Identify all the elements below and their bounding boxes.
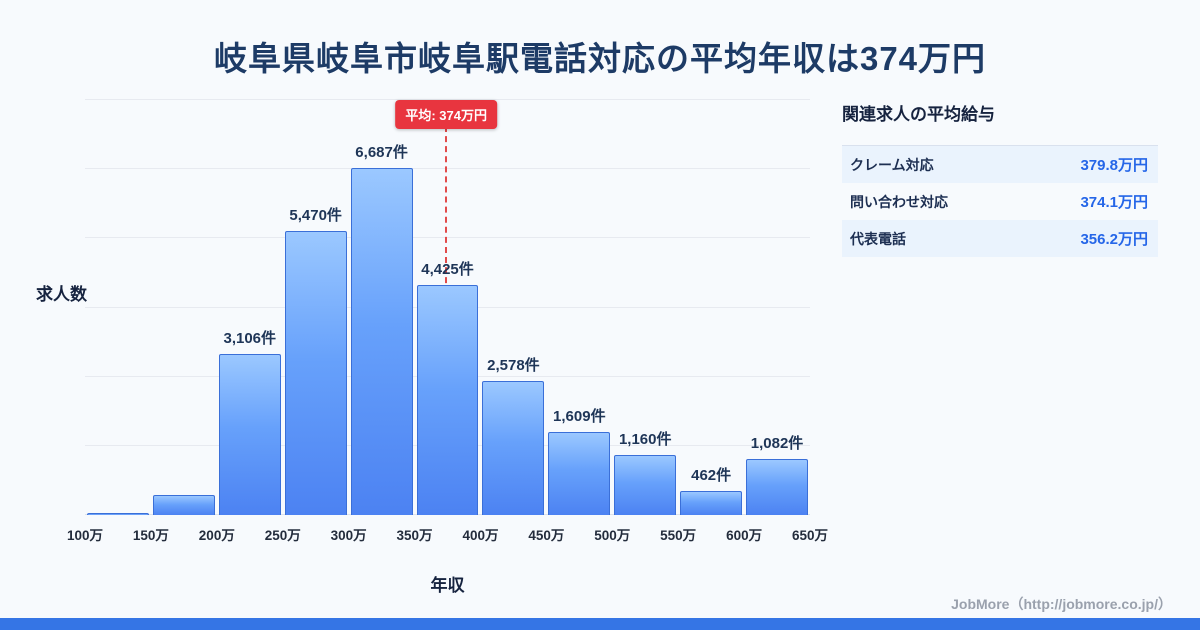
x-tick-label: 600万 [726, 528, 763, 543]
x-tick-label: 100万 [66, 528, 104, 543]
x-axis-ticks: 100万 150万 200万 250万 300万 350万 400万 450万 500万 550万… [67, 524, 828, 544]
attribution-text: JobMore（http://jobmore.co.jp/） [951, 596, 1172, 612]
bar-value-label: 1,082件 [750, 434, 804, 452]
histogram-bar [350, 168, 413, 515]
histogram-bar [284, 231, 347, 515]
x-tick-label: 650万 [791, 528, 829, 543]
bar-value-label: 1,609件 [553, 407, 606, 425]
x-tick-label: 350万 [396, 528, 433, 543]
x-tick-label: 550万 [660, 528, 697, 543]
panel-heading: 関連求人の平均給与 [842, 105, 995, 124]
panel-rows: クレーム対応 379.8万円問い合わせ対応 374.1万円代表電話 356.2万円 [842, 145, 1158, 257]
average-badge: 平均: 374万円 [395, 100, 497, 129]
x-tick-label: 400万 [462, 528, 499, 543]
grid-line [85, 168, 810, 170]
x-tick-label: 150万 [132, 528, 169, 543]
x-axis-label: 年収 [430, 576, 465, 595]
bar-value-label: 2,578件 [487, 357, 540, 375]
bar-value-label: 6,687件 [355, 144, 408, 162]
related-job-row: 代表電話 356.2万円 [842, 220, 1158, 257]
x-tick-label: 300万 [330, 528, 367, 543]
x-tick-label: 500万 [594, 528, 631, 543]
grid-line [85, 237, 810, 239]
bar-value-label: 4,425件 [421, 261, 474, 279]
x-tick-label: 250万 [264, 528, 301, 543]
histogram-bar [614, 454, 677, 515]
footer-strip [0, 618, 1200, 630]
histogram-bar [548, 431, 611, 515]
page-title: 岐阜県岐阜市岐阜駅電話対応の平均年収は374万円 [213, 40, 987, 77]
bar-value-label: 1,160件 [618, 430, 672, 448]
job-title: クレーム対応 [850, 156, 934, 173]
job-average-salary: 374.1万円 [1080, 194, 1148, 211]
grid-line [85, 99, 810, 100]
bar-value-label: 5,470件 [289, 207, 342, 225]
y-axis-label: 求人数 [36, 285, 87, 304]
histogram-bar [218, 353, 281, 515]
bar-value-label: 3,106件 [223, 329, 277, 347]
x-tick-label: 450万 [528, 528, 565, 543]
related-jobs-panel: 関連求人の平均給与 クレーム対応 379.8万円問い合わせ対応 374.1万円代表電… [842, 100, 1158, 257]
job-average-salary: 356.2万円 [1080, 231, 1148, 248]
related-job-row: クレーム対応 379.8万円 [842, 146, 1158, 183]
x-tick-label: 200万 [198, 528, 235, 543]
histogram-bar [152, 495, 215, 515]
job-title: 問い合わせ対応 [850, 193, 948, 210]
histogram-bar [482, 381, 545, 515]
histogram-bar [746, 458, 808, 515]
job-average-salary: 379.8万円 [1080, 157, 1148, 174]
bar-value-label: 462件 [691, 467, 732, 485]
histogram-plot-area: 平均: 374万円 3,106件 5,470件 6,687件 4,425件 2,578件… [85, 99, 810, 515]
related-job-row: 問い合わせ対応 374.1万円 [842, 183, 1158, 220]
histogram-bar [87, 512, 149, 515]
histogram-bar [416, 285, 479, 515]
job-title: 代表電話 [850, 230, 906, 247]
histogram-bar [680, 491, 743, 515]
